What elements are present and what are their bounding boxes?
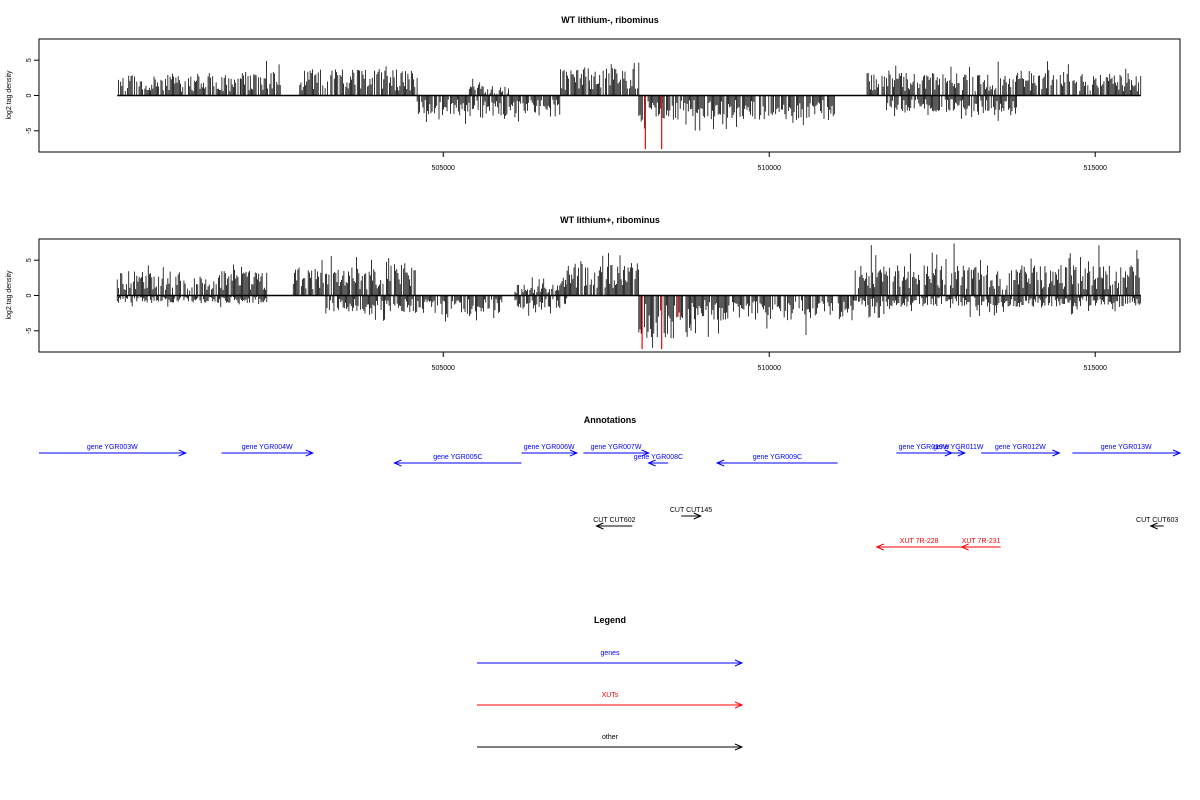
legend-label: other (602, 734, 619, 741)
legend-panel: Legend genes XUTs other (477, 615, 744, 751)
annotation-feature: XUT 7R-228 (875, 538, 962, 551)
panel-1-y-axis: -5 0 5 (26, 58, 39, 134)
annotation-arrowhead (1172, 449, 1182, 457)
legend-arrowhead (734, 659, 744, 667)
x-tick-label: 515000 (1084, 365, 1107, 372)
panel-2-title: WT lithium+, ribominus (560, 215, 660, 225)
legend-arrowhead (734, 743, 744, 751)
y-tick-label: -5 (26, 328, 33, 334)
annotation-label: gene YGR007W (591, 444, 642, 451)
x-tick-label: 515000 (1084, 165, 1107, 172)
panel-1-ylabel: log2 tag density (6, 70, 13, 120)
annotations-title: Annotations (584, 415, 637, 425)
annotation-feature: gene YGR013W (1072, 444, 1182, 457)
panel-1-title: WT lithium-, ribominus (561, 15, 659, 25)
annotation-feature: CUT CUT603 (1136, 517, 1178, 530)
y-tick-label: 0 (26, 93, 33, 97)
y-tick-label: 5 (26, 258, 33, 262)
annotation-arrowhead (647, 459, 656, 467)
annotation-feature: CUT CUT145 (670, 507, 712, 520)
annotation-label: CUT CUT603 (1136, 517, 1178, 524)
panel-lithium-minus: WT lithium-, ribominus log2 tag density … (6, 15, 1181, 172)
annotation-arrowhead (875, 543, 885, 551)
y-tick-label: -5 (26, 128, 33, 134)
x-tick-label: 510000 (758, 365, 781, 372)
legend-label: genes (600, 650, 620, 657)
panel-lithium-plus: WT lithium+, ribominus log2 tag density … (6, 215, 1181, 372)
annotation-label: gene YGR008C (634, 454, 683, 461)
annotation-arrowhead (957, 449, 967, 457)
panel-2-x-axis: 505000 510000 515000 (432, 352, 1107, 372)
annotation-label: gene YGR005C (433, 454, 482, 461)
legend-items: genes XUTs other (477, 650, 744, 751)
annotation-label: gene YGR011W (933, 444, 984, 451)
annotation-feature: CUT CUT602 (593, 517, 636, 530)
annotation-arrowhead (1149, 522, 1158, 530)
panel-2-density-bars (116, 243, 1141, 348)
annotation-label: XUT 7R-228 (900, 538, 939, 545)
annotation-label: gene YGR012W (995, 444, 1046, 451)
annotation-arrowhead (305, 449, 315, 457)
annotation-label: gene YGR013W (1101, 444, 1152, 451)
annotation-feature: gene YGR006W (521, 444, 579, 457)
annotation-label: gene YGR009C (753, 454, 802, 461)
annotation-arrowhead (1052, 449, 1061, 457)
legend-item: other (477, 734, 744, 751)
annotation-feature: gene YGR005C (393, 454, 522, 467)
annotation-label: gene YGR004W (242, 444, 293, 451)
panel-1-density-bars (117, 61, 1142, 131)
y-tick-label: 5 (26, 58, 33, 62)
legend-arrowhead (734, 701, 744, 709)
annotation-feature: gene YGR009C (715, 454, 838, 467)
annotation-arrowhead (960, 543, 969, 551)
annotation-arrowhead (715, 459, 725, 467)
annotation-label: gene YGR010W (899, 444, 950, 451)
panel-1-highlight-bars (644, 95, 663, 150)
annotation-arrowhead (595, 522, 604, 530)
annotation-feature: XUT 7R-231 (960, 538, 1001, 551)
panel-2-y-axis: -5 0 5 (26, 258, 39, 334)
annotation-label: gene YGR006W (524, 444, 575, 451)
legend-title: Legend (594, 615, 626, 625)
panel-1-x-axis: 505000 510000 515000 (432, 152, 1107, 172)
panel-2-ylabel: log2 tag density (6, 270, 13, 320)
annotation-arrowhead (178, 449, 187, 457)
annotation-feature: gene YGR008C (634, 454, 683, 467)
annotation-arrowhead (693, 512, 703, 520)
annotation-feature: gene YGR011W (933, 444, 984, 457)
annotation-arrowhead (569, 449, 579, 457)
annotation-tracks: gene YGR003W gene YGR004W gene YGR005C gene… (39, 444, 1182, 551)
legend-item: genes (477, 650, 744, 667)
x-tick-label: 510000 (758, 165, 781, 172)
annotation-feature: gene YGR004W (221, 444, 315, 457)
annotations-panel: Annotations gene YGR003W gene YGR004Wgene… (39, 415, 1182, 551)
y-tick-label: 0 (26, 293, 33, 297)
panel-2-highlight-bars (641, 295, 679, 350)
annotation-feature: gene YGR007W (583, 444, 650, 457)
legend-item: XUTs (477, 692, 744, 709)
annotation-feature: gene YGR012W (981, 444, 1061, 457)
annotation-feature: gene YGR003W (39, 444, 187, 457)
x-tick-label: 505000 (432, 365, 455, 372)
annotation-arrowhead (641, 449, 650, 457)
annotation-label: gene YGR003W (87, 444, 138, 451)
annotation-label: CUT CUT602 (593, 517, 635, 524)
annotation-arrowhead (393, 459, 402, 467)
annotation-label: CUT CUT145 (670, 507, 712, 514)
legend-label: XUTs (602, 692, 619, 699)
x-tick-label: 505000 (432, 165, 455, 172)
annotation-label: XUT 7R-231 (962, 538, 1001, 545)
